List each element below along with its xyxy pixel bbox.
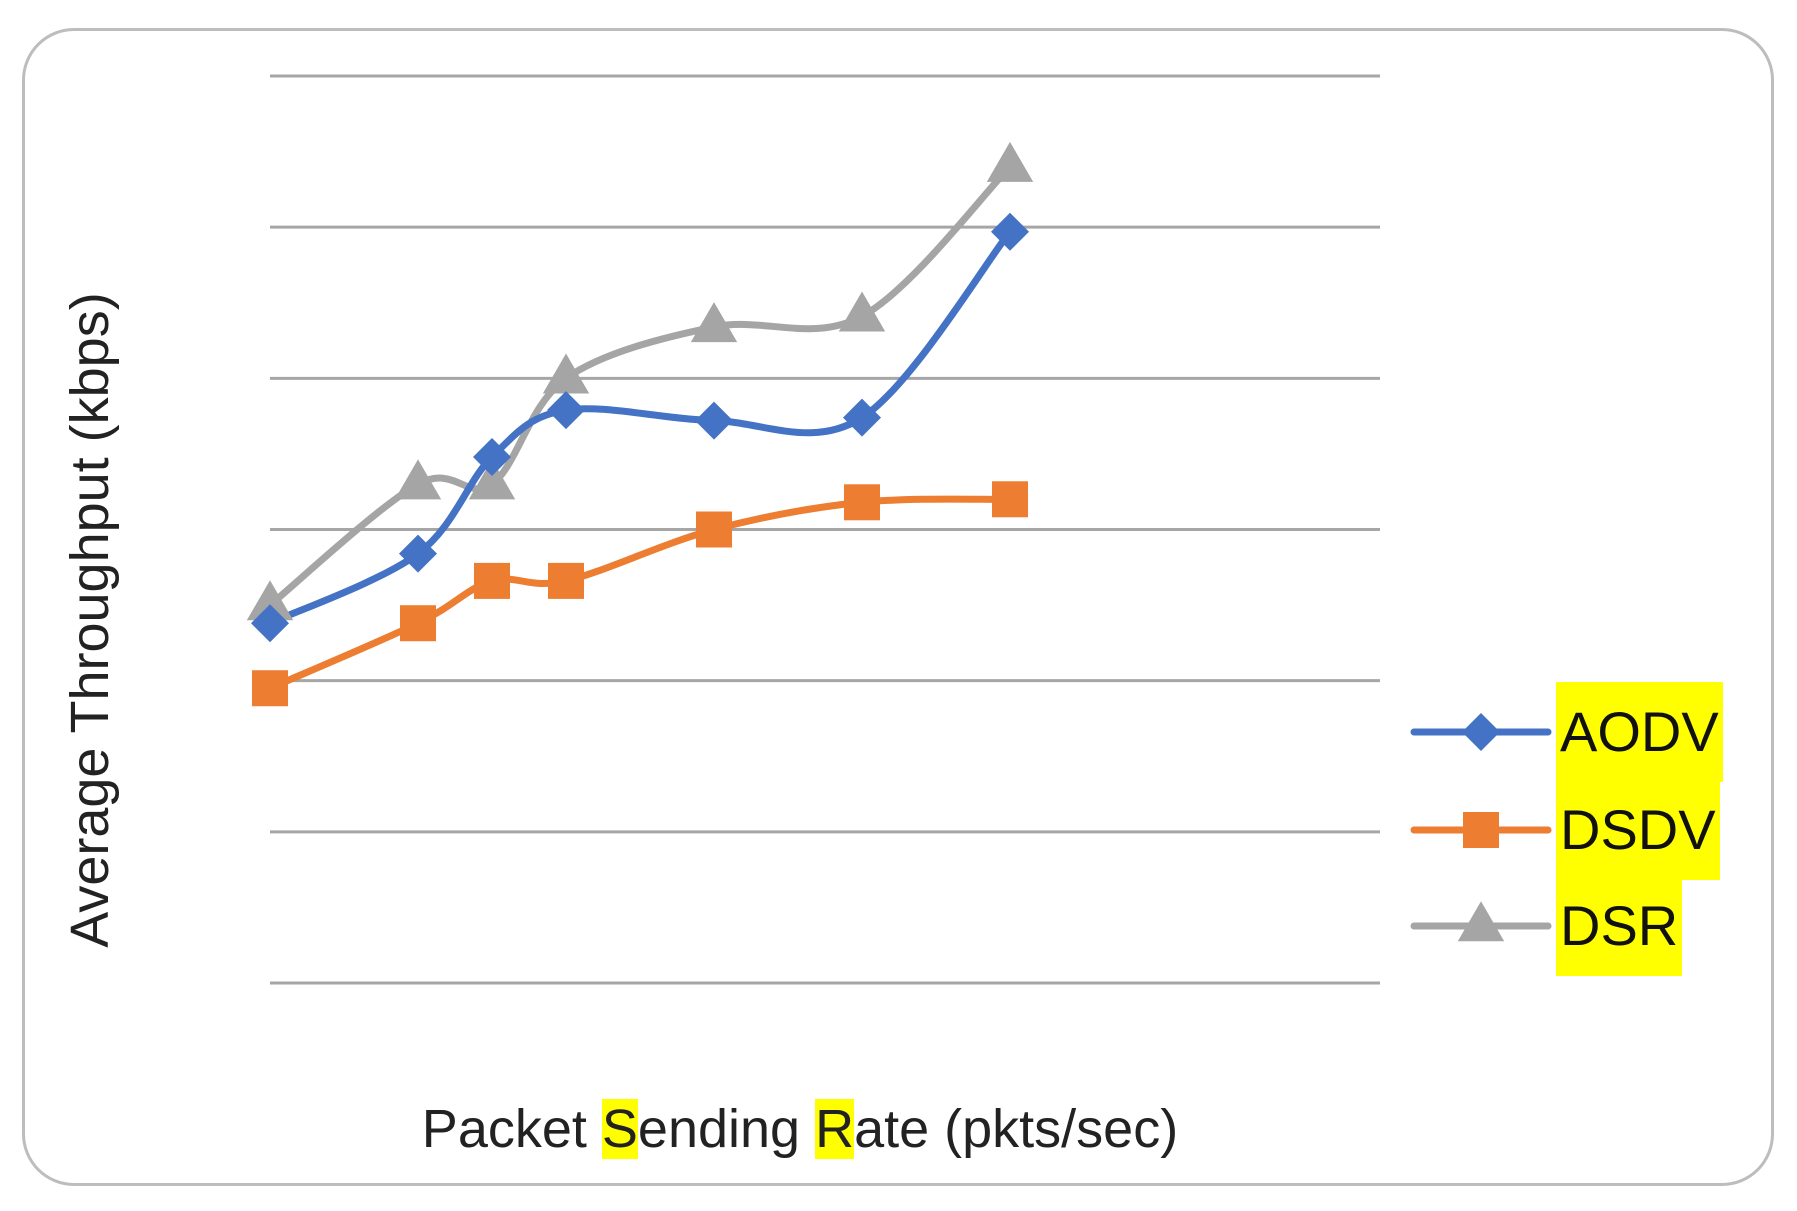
x-axis-label-segment: ending [637, 1099, 816, 1159]
gridlines [270, 74, 1380, 985]
data-point-dsdv-3 [474, 562, 510, 599]
legend-marker-dsdv [1463, 812, 1499, 848]
x-axis-label: Packet Sending Rate (pkts/sec) [0, 1098, 1600, 1160]
x-axis-label-highlighted-letter: S [601, 1099, 638, 1159]
data-point-dsr-4 [542, 353, 590, 394]
x-axis-label-segment: Packet [421, 1099, 602, 1159]
legend-label-dsr: DSR [1556, 876, 1683, 976]
data-point-dsdv-1 [252, 670, 288, 707]
data-point-aodv-4 [547, 391, 585, 430]
legend-marker-dsr [1457, 901, 1505, 942]
series-line-dsdv [266, 495, 1014, 692]
data-point-aodv-1 [251, 604, 289, 643]
series-markers [246, 141, 1034, 707]
x-axis-label-segment: ate (pkts/sec) [854, 1099, 1179, 1159]
data-point-dsdv-6 [844, 484, 880, 521]
legend-label-aodv: AODV [1556, 682, 1723, 782]
data-point-dsr-3 [468, 459, 516, 500]
data-point-aodv-5 [695, 401, 733, 440]
data-point-dsdv-5 [696, 511, 732, 548]
legend-label-dsdv: DSDV [1556, 780, 1720, 880]
data-point-dsr-5 [690, 302, 738, 343]
data-point-aodv-6 [843, 398, 881, 437]
data-point-dsr-2 [394, 459, 442, 500]
data-point-dsr-6 [838, 291, 886, 332]
data-point-aodv-3 [473, 437, 511, 476]
data-point-dsdv-4 [548, 562, 584, 599]
x-axis-label-highlighted-letter: R [815, 1099, 855, 1159]
data-point-aodv-7 [991, 212, 1029, 251]
data-point-dsr-1 [246, 580, 294, 621]
data-point-aodv-2 [399, 534, 437, 573]
data-point-dsr-7 [986, 141, 1034, 182]
series-lines [266, 163, 1014, 692]
data-point-dsdv-2 [400, 605, 436, 642]
legend-glyphs [1410, 713, 1552, 942]
data-point-dsdv-7 [992, 481, 1028, 518]
y-axis-label: Average Throughput (kbps) [60, 292, 120, 948]
legend-marker-aodv [1462, 713, 1500, 751]
